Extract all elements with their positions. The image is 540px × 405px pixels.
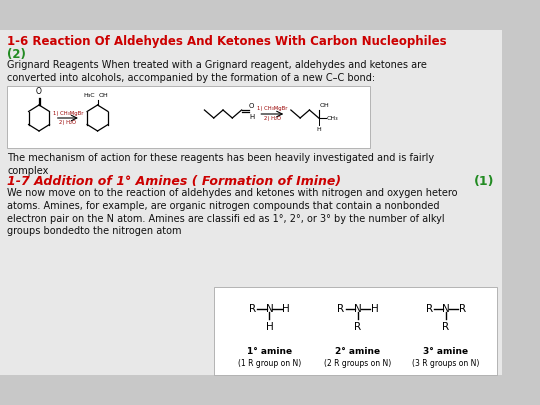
Text: R: R — [426, 304, 433, 314]
Text: N: N — [354, 304, 362, 314]
Text: N: N — [266, 304, 273, 314]
Text: 2) H₂O: 2) H₂O — [59, 120, 76, 125]
Text: 1-7 Addition of 1° Amines ( Formation of Imine): 1-7 Addition of 1° Amines ( Formation of… — [8, 175, 342, 188]
Bar — [8, 86, 370, 148]
Text: 1) CH₃MgBr: 1) CH₃MgBr — [52, 111, 83, 116]
Text: H: H — [282, 304, 290, 314]
Text: (3 R groups on N): (3 R groups on N) — [413, 359, 480, 368]
Text: R: R — [249, 304, 256, 314]
Text: O: O — [36, 87, 42, 96]
Text: R: R — [459, 304, 467, 314]
Bar — [214, 287, 497, 375]
Text: H₃C: H₃C — [83, 93, 95, 98]
Text: R: R — [442, 322, 450, 332]
Text: O: O — [249, 103, 254, 109]
Text: OH: OH — [320, 103, 329, 108]
Text: N: N — [442, 304, 450, 314]
Text: R: R — [354, 322, 361, 332]
Text: R: R — [338, 304, 345, 314]
Text: (1): (1) — [474, 175, 494, 188]
Text: H: H — [249, 114, 254, 120]
Text: Grignard Reagents When treated with a Grignard reagent, aldehydes and ketones ar: Grignard Reagents When treated with a Gr… — [8, 60, 427, 83]
Text: 2) H₂O: 2) H₂O — [264, 116, 281, 121]
Text: 2° amine: 2° amine — [335, 347, 380, 356]
Text: H: H — [266, 322, 273, 332]
Text: 1) CH₃MgBr: 1) CH₃MgBr — [257, 106, 287, 111]
Text: We now move on to the reaction of aldehydes and ketones with nitrogen and oxygen: We now move on to the reaction of aldehy… — [8, 188, 458, 237]
Text: 1-6 Reaction Of Aldehydes And Ketones With Carbon Nucleophiles: 1-6 Reaction Of Aldehydes And Ketones Wi… — [8, 35, 447, 48]
Bar — [0, 30, 502, 375]
Text: (2): (2) — [8, 48, 26, 61]
Text: (1 R group on N): (1 R group on N) — [238, 359, 301, 368]
Text: 1° amine: 1° amine — [247, 347, 292, 356]
Text: The mechanism of action for these reagents has been heavily investigated and is : The mechanism of action for these reagen… — [8, 153, 435, 176]
Text: (2 R groups on N): (2 R groups on N) — [324, 359, 392, 368]
Text: OH: OH — [98, 93, 108, 98]
Text: H: H — [316, 127, 321, 132]
Text: CH₃: CH₃ — [326, 115, 338, 121]
Text: 3° amine: 3° amine — [423, 347, 469, 356]
Text: H: H — [370, 304, 379, 314]
